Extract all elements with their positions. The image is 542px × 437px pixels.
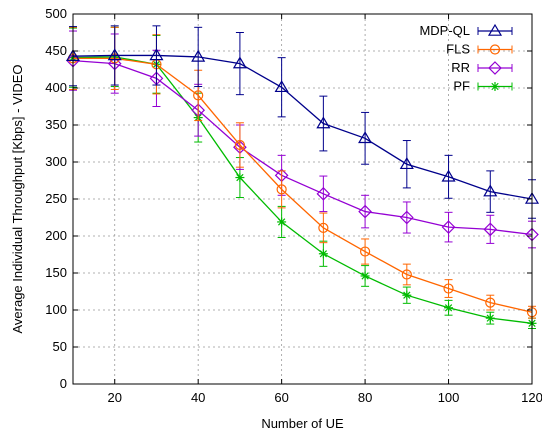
series-line [73,57,533,313]
data-point [274,80,289,93]
y-tick-label: 250 [45,191,67,206]
legend-entry: FLS [446,42,513,57]
data-point [360,271,370,281]
data-point [358,204,372,219]
data-point [485,313,495,323]
y-tick-label: 200 [45,228,67,243]
axes: 0 50 100 150 200 250 300 350 400 450 500 20 40 60 80 10… [45,6,542,405]
data-point [318,222,329,233]
data-point [402,290,412,300]
data-point [359,246,371,257]
data-point [107,48,122,61]
data-point [235,173,245,183]
y-tick-label: 0 [60,376,67,391]
y-tick-label: 450 [45,43,67,58]
y-tick-label: 300 [45,154,67,169]
y-tick-label: 150 [45,265,67,280]
data-point [483,222,498,237]
legend: MDP-QL FLS RR PF [419,23,513,94]
legend-entry: MDP-QL [419,23,513,38]
y-tick-label: 500 [45,6,67,21]
data-point [483,184,498,197]
x-tick-label: 100 [438,390,460,405]
legend-label: RR [451,60,470,75]
legend-marker [488,61,502,75]
legend-marker [490,82,500,91]
legend-entry: PF [453,79,513,94]
series-line [72,56,533,324]
data-point [191,49,206,62]
data-point [318,249,328,259]
y-tick-label: 400 [45,80,67,95]
y-tick-label: 100 [45,302,67,317]
data-point [358,131,373,144]
data-point [441,220,456,234]
data-point [444,303,454,313]
y-tick-label: 350 [45,117,67,132]
data-point [443,283,454,294]
legend-marker [487,23,503,36]
legend-label: MDP-QL [419,23,470,38]
data-point [276,184,287,195]
x-tick-label: 20 [107,390,121,405]
data-point [149,48,164,61]
x-tick-label: 80 [358,390,372,405]
data-point [399,210,414,225]
data-point [401,269,412,280]
series-mdp-ql [65,25,540,219]
x-axis-label: Number of UE [261,416,344,431]
data-point [316,186,331,201]
data-point [193,90,204,101]
x-tick-label: 40 [191,390,205,405]
legend-entry: RR [451,60,513,75]
data-point [441,169,456,182]
legend-label: PF [453,79,470,94]
y-tick-label: 50 [53,339,67,354]
y-axis-label: Average Individual Throughput [Kbps] - V… [10,64,25,333]
series-line [72,59,533,236]
legend-label: FLS [446,42,470,57]
series-line [72,54,533,200]
legend-marker [489,44,501,55]
x-tick-label: 60 [274,390,288,405]
x-tick-label: 120 [521,390,542,405]
data-point [232,56,247,69]
data-point [316,116,331,129]
data-point [485,297,496,308]
data-point [234,139,246,151]
data-point [277,217,287,227]
data-point [399,157,414,170]
